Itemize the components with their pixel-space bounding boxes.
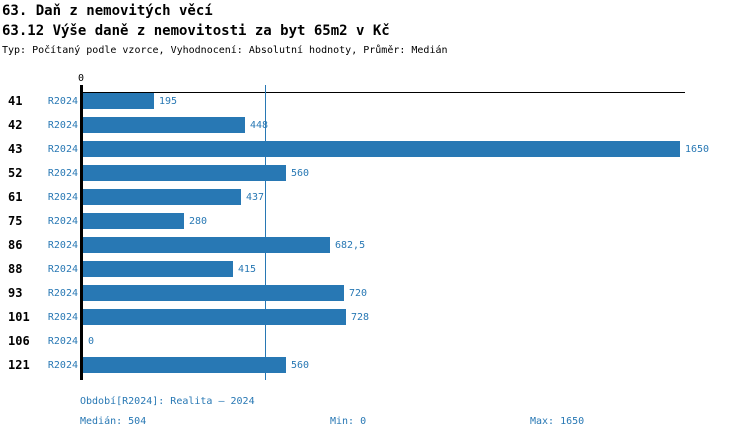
footer-min-label: Min: 0 [330, 416, 367, 427]
row-series-label: R2024 [47, 336, 78, 347]
value-bar [83, 213, 184, 229]
bar-value-label: 560 [291, 168, 310, 179]
row-category-label: 88 [8, 262, 23, 276]
row-series-label: R2024 [47, 120, 78, 131]
value-bar [83, 285, 344, 301]
chart-row: 121 R2024 560 [0, 357, 750, 373]
footer-period-label: Období[R2024]: Realita – 2024 [80, 396, 255, 407]
row-series-label: R2024 [47, 288, 78, 299]
row-category-label: 86 [8, 238, 23, 252]
bar-value-label: 1650 [685, 144, 710, 155]
chart-row: 41 R2024 195 [0, 93, 750, 109]
row-series-label: R2024 [47, 144, 78, 155]
row-category-label: 93 [8, 286, 23, 300]
bar-value-label: 415 [238, 264, 257, 275]
row-category-label: 61 [8, 190, 23, 204]
value-bar [83, 165, 286, 181]
row-series-label: R2024 [47, 360, 78, 371]
chart-row: 42 R2024 448 [0, 117, 750, 133]
chart-row: 106 R2024 0 [0, 333, 750, 349]
bar-value-label: 728 [351, 312, 370, 323]
value-bar [83, 261, 233, 277]
value-bar [83, 309, 346, 325]
row-series-label: R2024 [47, 264, 78, 275]
chart-row: 43 R2024 1650 [0, 141, 750, 157]
value-bar [83, 237, 330, 253]
x-axis-line [83, 92, 685, 93]
footer-max-label: Max: 1650 [530, 416, 585, 427]
bar-value-label: 560 [291, 360, 310, 371]
chart-row: 101 R2024 728 [0, 309, 750, 325]
chart-row: 61 R2024 437 [0, 189, 750, 205]
row-series-label: R2024 [47, 192, 78, 203]
y-axis-line [80, 85, 83, 380]
row-category-label: 106 [8, 334, 30, 348]
value-bar [83, 141, 680, 157]
bar-value-label: 448 [250, 120, 269, 131]
value-bar [83, 357, 286, 373]
row-series-label: R2024 [47, 312, 78, 323]
chart-row: 75 R2024 280 [0, 213, 750, 229]
chart-row: 52 R2024 560 [0, 165, 750, 181]
row-category-label: 121 [8, 358, 30, 372]
row-category-label: 41 [8, 94, 23, 108]
row-series-label: R2024 [47, 216, 78, 227]
bar-value-label: 437 [246, 192, 265, 203]
row-series-label: R2024 [47, 240, 78, 251]
row-category-label: 52 [8, 166, 23, 180]
bar-value-label: 682,5 [335, 240, 366, 251]
bar-value-label: 0 [88, 336, 95, 347]
row-category-label: 43 [8, 142, 23, 156]
value-bar [83, 93, 154, 109]
row-category-label: 101 [8, 310, 30, 324]
bar-value-label: 720 [349, 288, 368, 299]
median-marker-line [265, 85, 266, 380]
chart-row: 93 R2024 720 [0, 285, 750, 301]
row-series-label: R2024 [47, 168, 78, 179]
x-axis-zero-tick-label: 0 [77, 73, 85, 84]
page-subtitle: 63.12 Výše daně z nemovitosti za byt 65m… [2, 23, 390, 39]
chart-meta-line: Typ: Počítaný podle vzorce, Vyhodnocení:… [2, 45, 448, 56]
chart-row: 88 R2024 415 [0, 261, 750, 277]
footer-median-label: Medián: 504 [80, 416, 147, 427]
chart-row: 86 R2024 682,5 [0, 237, 750, 253]
value-bar [83, 117, 245, 133]
page-title: 63. Daň z nemovitých věcí [2, 3, 213, 19]
value-bar [83, 189, 241, 205]
row-category-label: 42 [8, 118, 23, 132]
bar-value-label: 280 [189, 216, 208, 227]
row-category-label: 75 [8, 214, 23, 228]
bar-value-label: 195 [159, 96, 178, 107]
row-series-label: R2024 [47, 96, 78, 107]
